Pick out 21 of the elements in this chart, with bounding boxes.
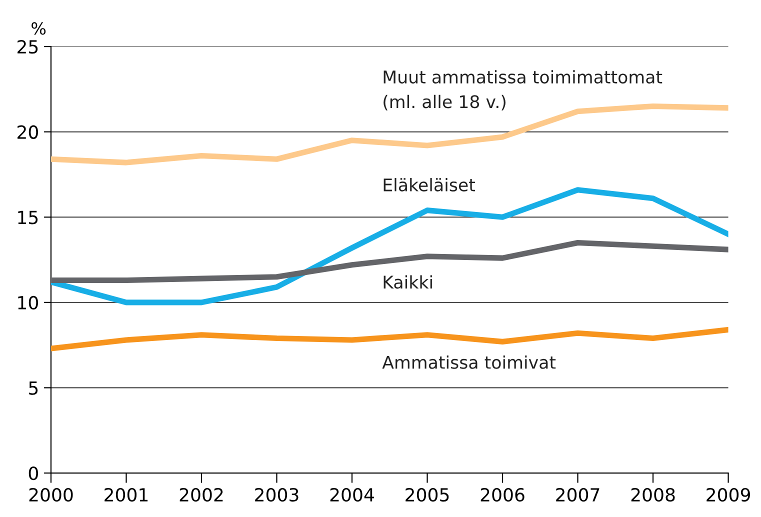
y-tick-label: 25 bbox=[18, 40, 38, 54]
y-tick-label: 0 bbox=[28, 466, 38, 480]
y-tick-label: 20 bbox=[18, 125, 38, 139]
x-tick-label: 2007 bbox=[556, 488, 600, 502]
series-label: Eläkeläiset bbox=[384, 178, 476, 192]
series-label: Muut ammatissa toimimattomat (ml. alle 18 v.) bbox=[384, 70, 662, 110]
y-axis-title: % bbox=[32, 22, 46, 35]
y-tick-label: 5 bbox=[29, 381, 38, 395]
y-tick-label: 15 bbox=[18, 210, 38, 224]
x-tick-label: 2001 bbox=[104, 488, 148, 502]
x-tick-label: 2002 bbox=[180, 488, 223, 502]
x-tick-label: 2006 bbox=[480, 488, 524, 502]
x-tick-label: 2005 bbox=[406, 488, 449, 502]
x-tick-label: 2009 bbox=[706, 488, 750, 502]
x-tick-label: 2000 bbox=[29, 488, 73, 502]
series-label: Kaikki bbox=[384, 275, 432, 289]
y-tick-label: 10 bbox=[18, 296, 38, 310]
x-tick-label: 2008 bbox=[631, 488, 675, 502]
x-tick-label: 2003 bbox=[255, 488, 298, 502]
x-tick-label: 2004 bbox=[330, 488, 374, 502]
series-label: Ammatissa toimivat bbox=[382, 355, 556, 369]
